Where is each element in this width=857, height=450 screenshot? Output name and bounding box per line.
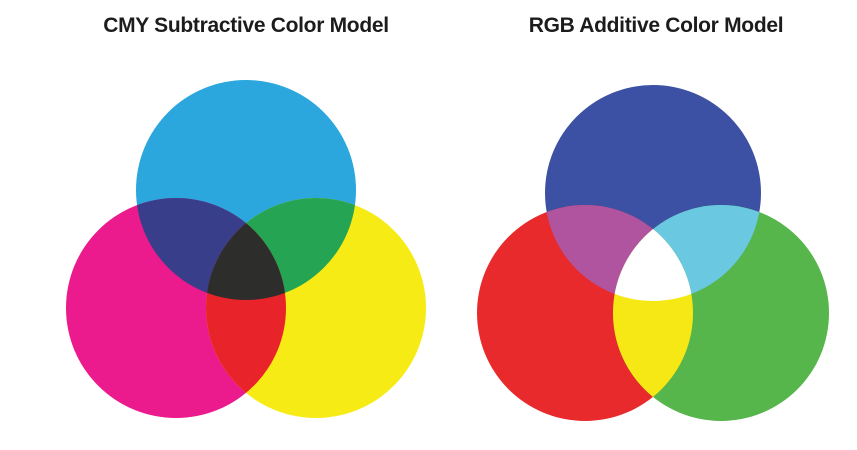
cmy-diagram-title: CMY Subtractive Color Model	[103, 14, 389, 37]
rgb-overlap-center	[613, 205, 693, 301]
cmy-overlap-center	[206, 198, 286, 300]
cmy-diagram	[66, 80, 426, 418]
rgb-diagram	[477, 85, 829, 421]
rgb-diagram-title: RGB Additive Color Model	[528, 14, 784, 37]
